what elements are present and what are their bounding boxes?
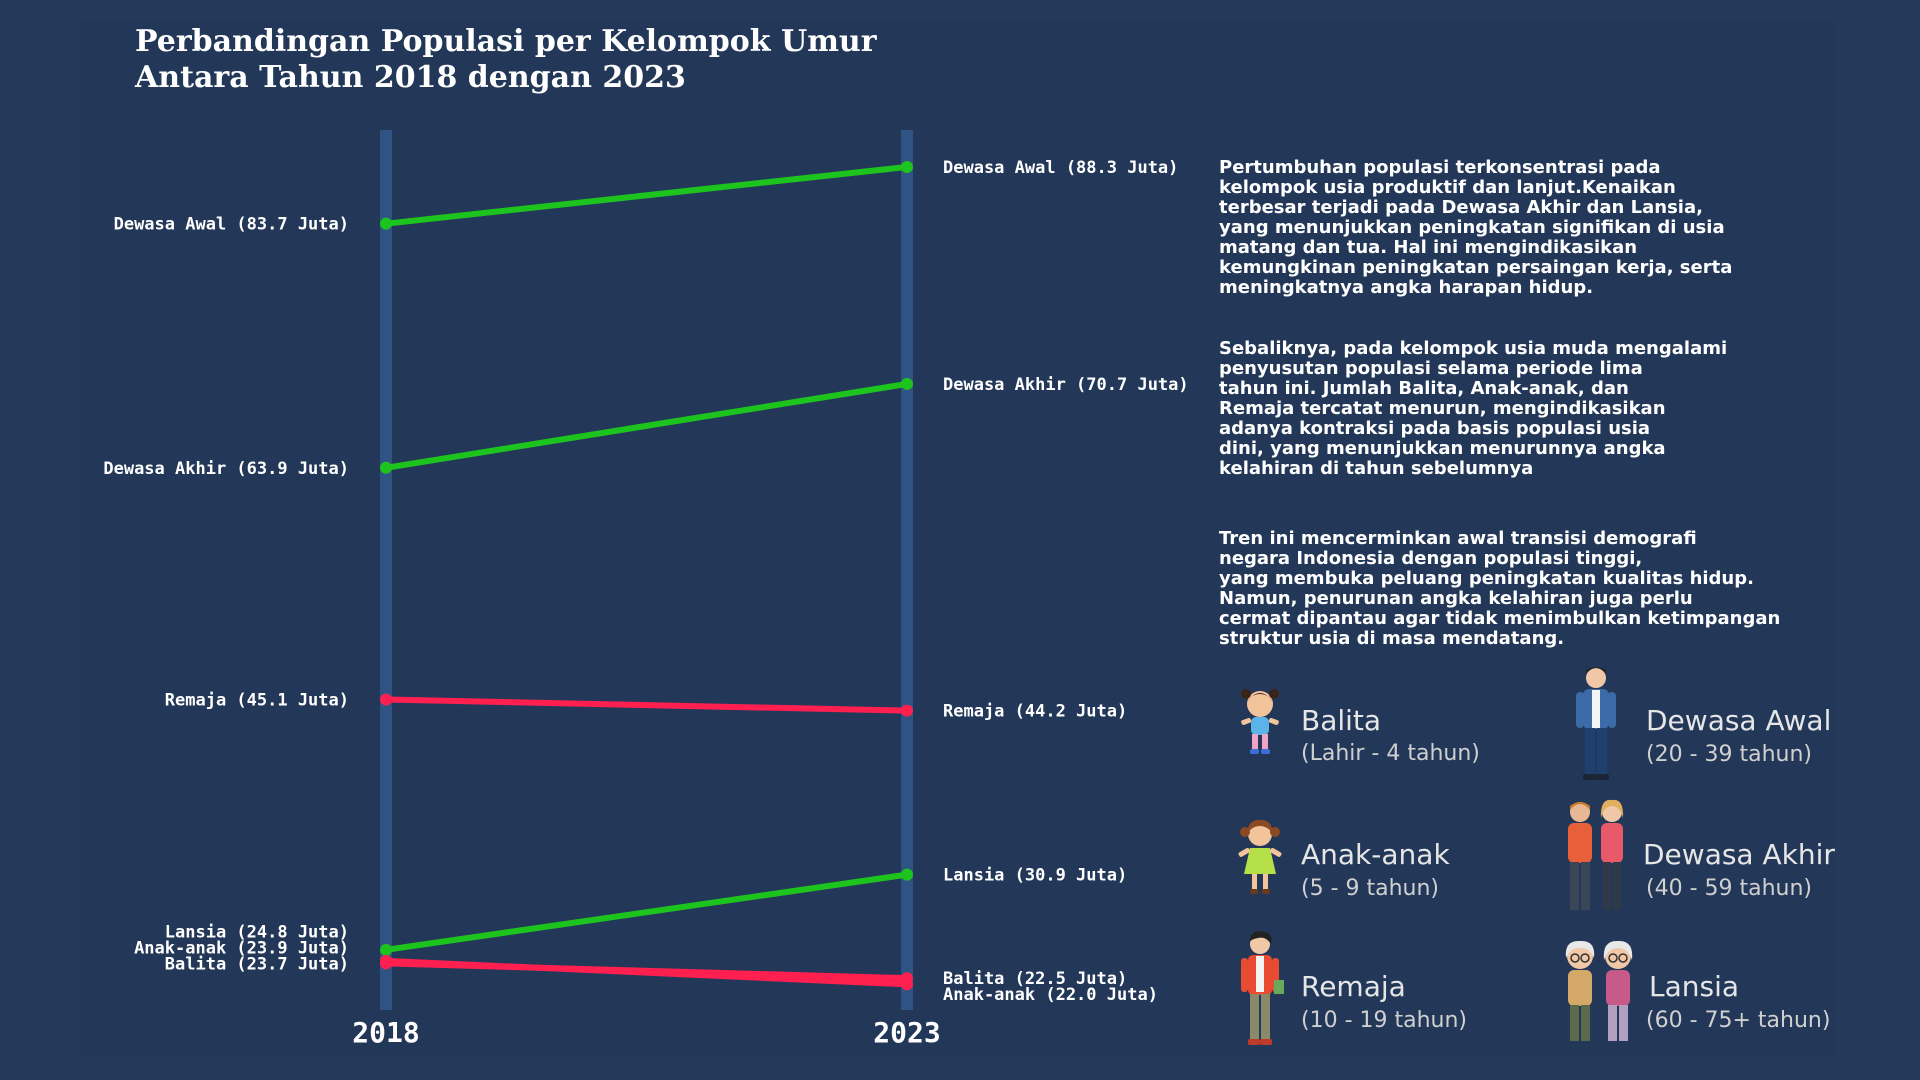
- label-2018-dewasa-akhir: Dewasa Akhir (63.9 Juta): [103, 459, 349, 479]
- slope-line-lansia: [383, 871, 910, 953]
- label-2018-remaja: Remaja (45.1 Juta): [165, 691, 349, 711]
- label-2023-dewasa-akhir: Dewasa Akhir (70.7 Juta): [943, 375, 1189, 395]
- x-tick-2023: 2023: [873, 1016, 940, 1049]
- label-2018-balita: Balita (23.7 Juta): [165, 954, 349, 974]
- label-2018-lansia: Lansia (24.8 Juta): [165, 922, 349, 942]
- slope-line-dewasa-awal: [383, 163, 910, 227]
- point-2023-balita: [901, 972, 913, 985]
- chart-panel: [80, 20, 1835, 1055]
- child-icon: [1238, 819, 1282, 894]
- middle-aged-couple-icon: [1568, 799, 1624, 910]
- legend-name-dewasa-akhir: Dewasa Akhir: [1643, 838, 1835, 871]
- label-2023-dewasa-awal: Dewasa Awal (88.3 Juta): [943, 158, 1178, 178]
- point-2018-lansia: [380, 943, 392, 956]
- label-2023-anak-anak: Anak-anak (22.0 Juta): [943, 985, 1158, 1005]
- label-2018-anak-anak: Anak-anak (23.9 Juta): [134, 938, 349, 958]
- label-2018-dewasa-awal: Dewasa Awal (83.7 Juta): [114, 215, 349, 235]
- insight-paragraph-3: Tren ini mencerminkan awal transisi demo…: [1219, 528, 1781, 649]
- point-2023-dewasa-akhir: [901, 377, 913, 390]
- label-2023-balita: Balita (22.5 Juta): [943, 969, 1127, 989]
- legend-name-lansia: Lansia: [1649, 970, 1740, 1003]
- legend-name-anak-anak: Anak-anak: [1301, 838, 1450, 871]
- point-2018-dewasa-awal: [380, 217, 392, 230]
- legend-name-remaja: Remaja: [1301, 970, 1406, 1003]
- toddler-icon: [1241, 689, 1279, 754]
- axis-2018: [380, 130, 392, 1010]
- legend-range-anak-anak: (5 - 9 tahun): [1301, 876, 1440, 901]
- point-2018-balita: [380, 957, 392, 970]
- label-2023-lansia: Lansia (30.9 Juta): [943, 866, 1127, 886]
- insight-paragraph-2: Sebaliknya, pada kelompok usia muda meng…: [1219, 338, 1728, 479]
- slope-line-remaja: [383, 696, 910, 714]
- young-adult-icon: [1576, 667, 1616, 780]
- point-2023-remaja: [901, 704, 913, 717]
- chart-title: Perbandingan Populasi per Kelompok Umur …: [135, 24, 877, 96]
- legend-range-lansia: (60 - 75+ tahun): [1646, 1008, 1831, 1033]
- teenager-icon: [1241, 931, 1284, 1045]
- label-2023-remaja: Remaja (44.2 Juta): [943, 702, 1127, 722]
- point-2018-remaja: [380, 693, 392, 706]
- elderly-couple-icon: [1565, 940, 1633, 1041]
- legend-range-remaja: (10 - 19 tahun): [1301, 1008, 1468, 1033]
- legend-range-dewasa-awal: (20 - 39 tahun): [1646, 742, 1813, 767]
- axis-2023: [901, 130, 913, 1010]
- x-tick-2018: 2018: [352, 1016, 419, 1049]
- legend-name-dewasa-awal: Dewasa Awal: [1646, 704, 1832, 737]
- legend-name-balita: Balita: [1301, 704, 1382, 737]
- insight-paragraph-1: Pertumbuhan populasi terkonsentrasi pada…: [1219, 157, 1733, 298]
- title-line-1: Perbandingan Populasi per Kelompok Umur: [135, 24, 877, 59]
- legend-range-dewasa-akhir: (40 - 59 tahun): [1646, 876, 1813, 901]
- slope-line-balita: [383, 960, 910, 982]
- point-2023-lansia: [901, 868, 913, 881]
- point-2018-dewasa-akhir: [380, 461, 392, 474]
- slope-line-dewasa-akhir: [383, 380, 910, 471]
- point-2023-dewasa-awal: [901, 160, 913, 173]
- title-line-2: Antara Tahun 2018 dengan 2023: [135, 60, 686, 95]
- legend-range-balita: (Lahir - 4 tahun): [1301, 741, 1480, 766]
